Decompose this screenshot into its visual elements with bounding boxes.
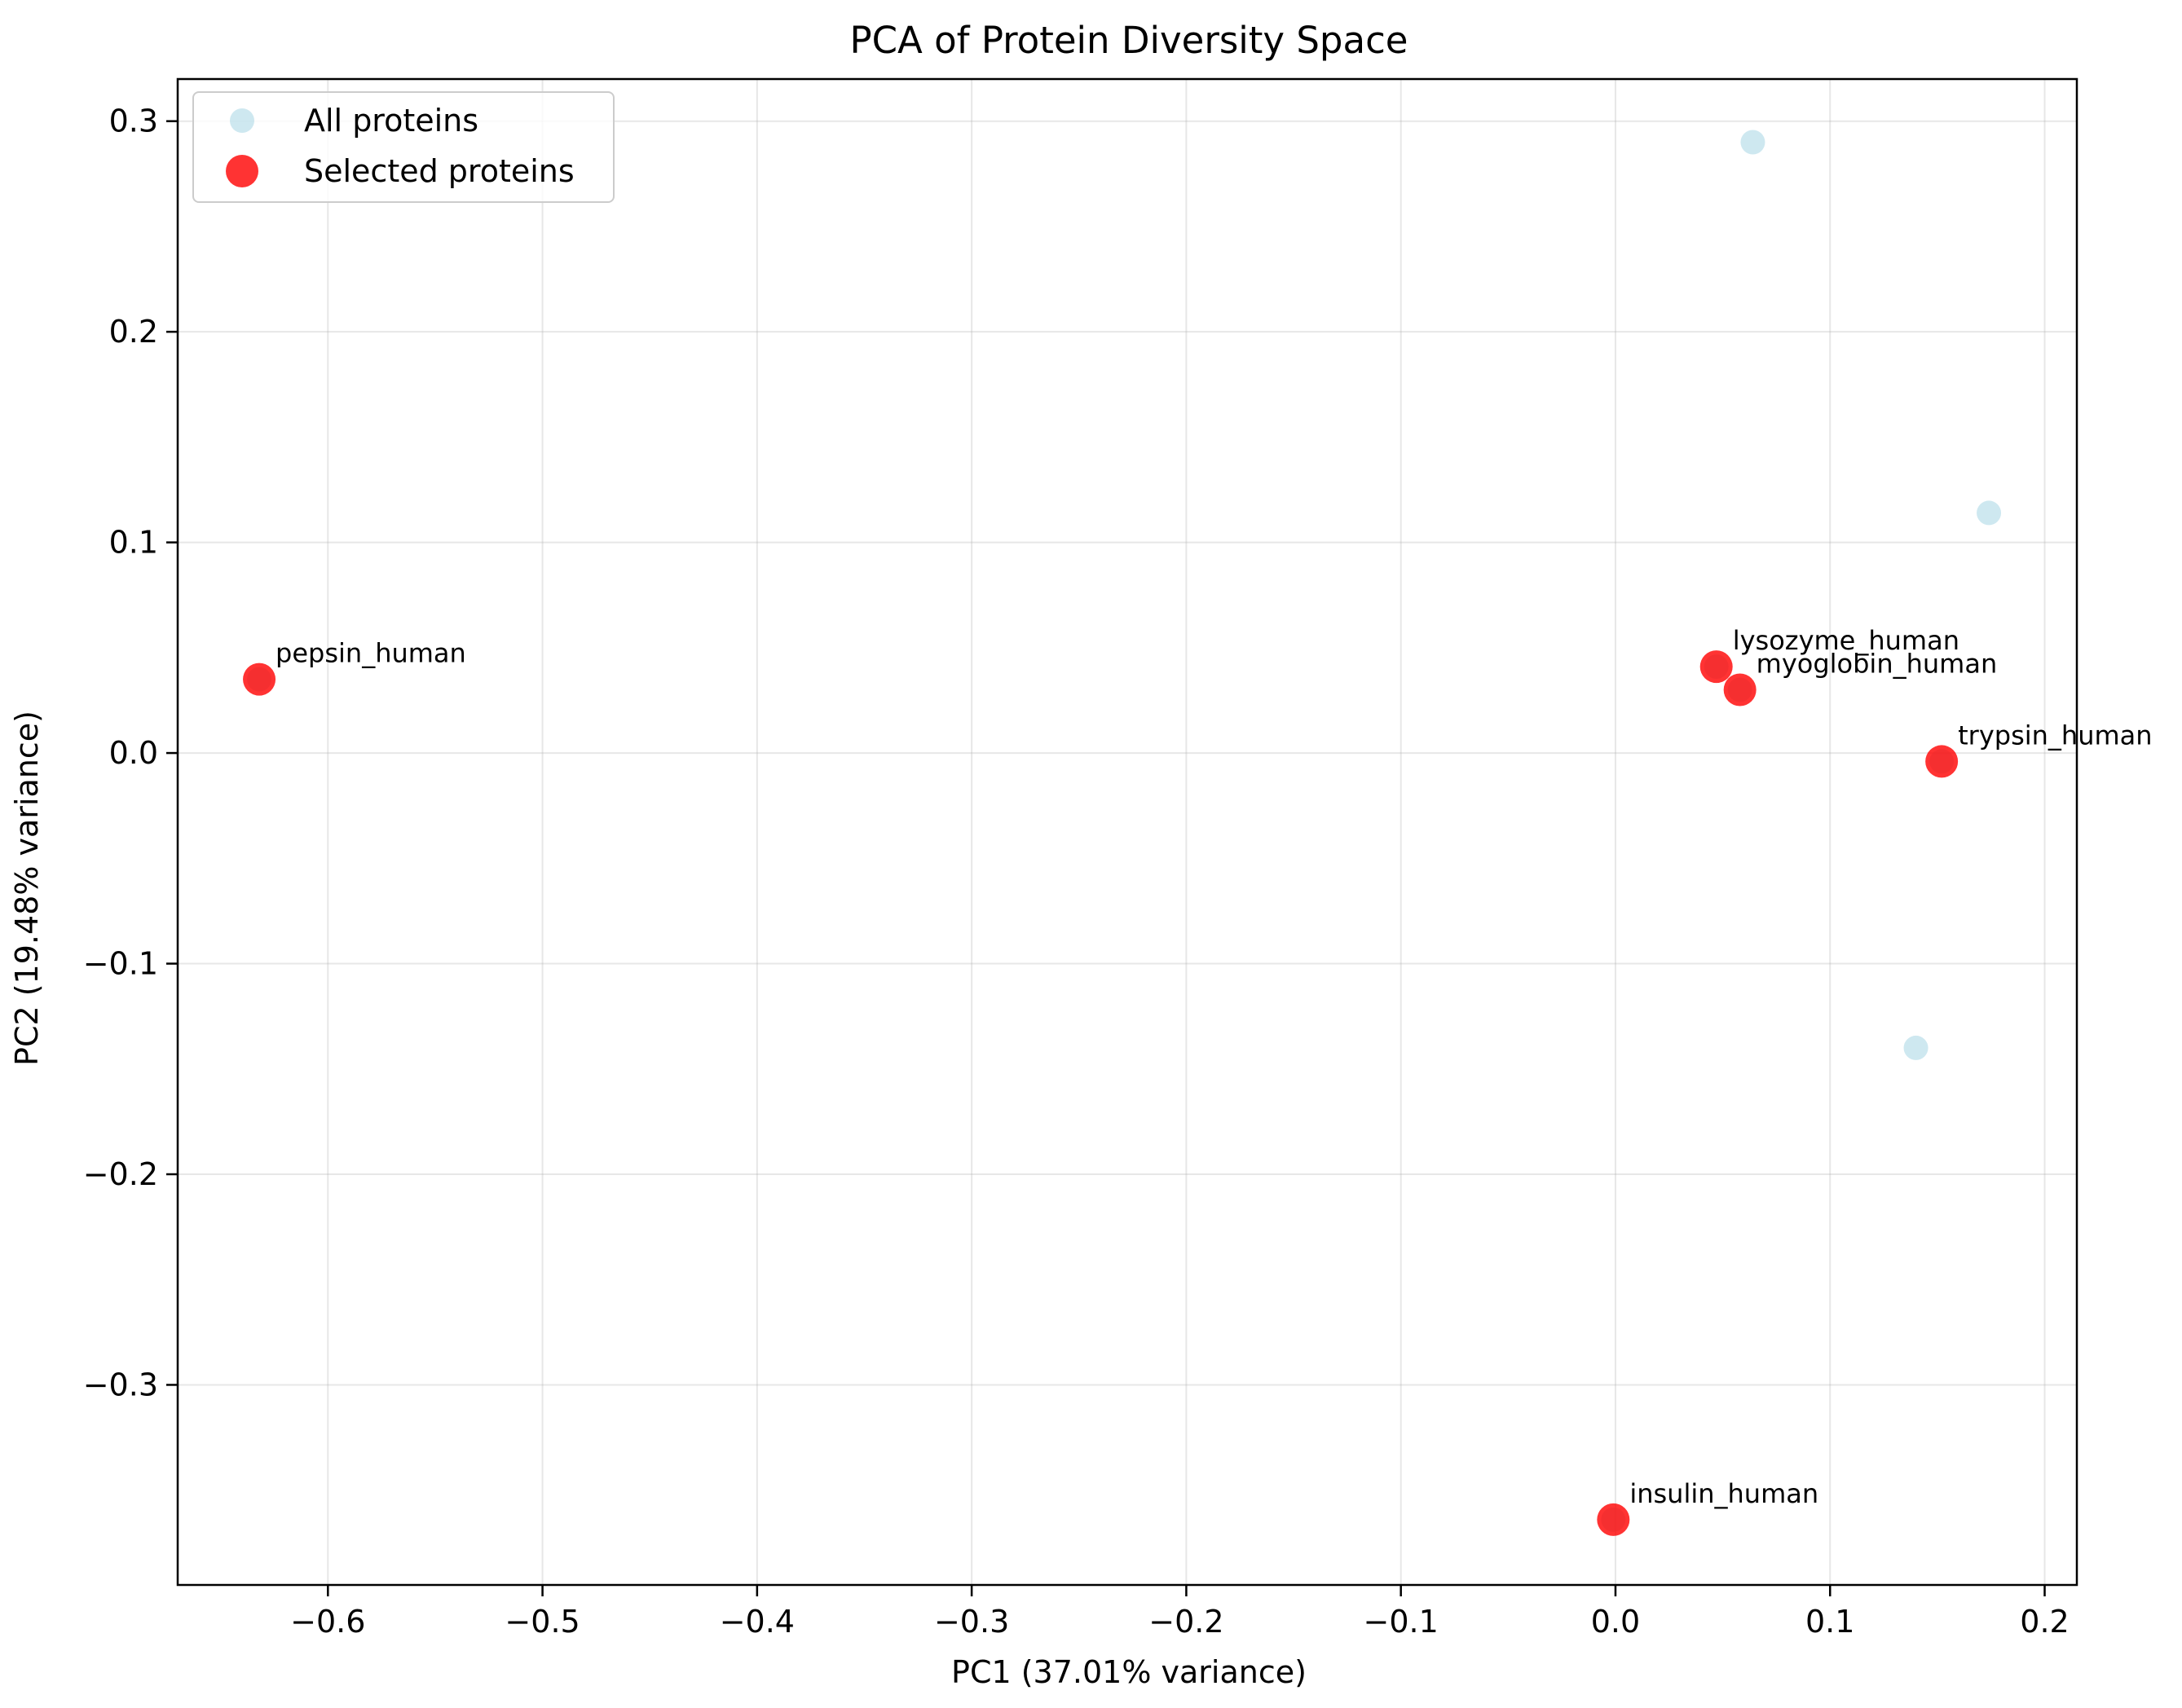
- x-tick-label: −0.5: [505, 1604, 580, 1640]
- all-protein-point: [1740, 130, 1765, 155]
- axis-ticks: −0.6 −0.5 −0.4 −0.3 −0.2 −0.1 0.0 0.1 0.2 −0.3 −0.…: [83, 103, 2070, 1640]
- y-tick-label: 0.1: [109, 525, 158, 561]
- selected-protein-point: [1723, 673, 1757, 707]
- point-label: trypsin_human: [1958, 720, 2152, 751]
- y-axis-label: PC2 (19.48% variance): [9, 711, 45, 1066]
- selected-protein-point: [243, 663, 276, 696]
- data-points: [243, 130, 2002, 1536]
- legend-marker-selected-proteins: [226, 155, 258, 187]
- x-tick-label: −0.1: [1364, 1604, 1439, 1640]
- x-axis-label: PC1 (37.01% variance): [951, 1654, 1307, 1690]
- all-protein-point: [1977, 500, 2002, 526]
- x-tick-label: 0.0: [1591, 1604, 1640, 1640]
- point-label: lysozyme_human: [1733, 625, 1959, 656]
- legend-label-selected-proteins: Selected proteins: [304, 153, 575, 189]
- point-label: insulin_human: [1629, 1478, 1818, 1509]
- y-tick-label: −0.3: [83, 1367, 158, 1402]
- legend-marker-all-proteins: [230, 108, 254, 133]
- point-label: myoglobin_human: [1757, 649, 1998, 680]
- x-tick-label: −0.4: [720, 1604, 795, 1640]
- y-tick-label: 0.0: [109, 735, 158, 771]
- point-annotations: pepsin_human lysozyme_humanmyoglobin_huma…: [276, 625, 2153, 1509]
- grid-lines: [178, 79, 2077, 1585]
- x-tick-label: 0.2: [2020, 1604, 2069, 1640]
- legend-box: [192, 91, 615, 203]
- y-tick-label: −0.2: [83, 1156, 158, 1192]
- plot-area-frame: [176, 77, 2078, 1587]
- x-tick-label: 0.1: [1805, 1604, 1854, 1640]
- y-tick-label: −0.1: [83, 946, 158, 982]
- all-protein-point: [1903, 1035, 1929, 1060]
- legend: All proteins Selected proteins: [192, 91, 615, 203]
- y-tick-label: 0.2: [109, 314, 158, 350]
- point-label: pepsin_human: [276, 638, 466, 669]
- legend-label-all-proteins: All proteins: [304, 103, 478, 139]
- y-tick-label: 0.3: [109, 103, 158, 139]
- chart-title: PCA of Protein Diversity Space: [850, 19, 1408, 62]
- x-tick-label: −0.6: [290, 1604, 365, 1640]
- selected-protein-point: [1597, 1503, 1630, 1536]
- selected-protein-point: [1699, 650, 1733, 684]
- x-tick-label: −0.3: [934, 1604, 1009, 1640]
- selected-protein-point: [1925, 745, 1959, 778]
- x-tick-label: −0.2: [1148, 1604, 1223, 1640]
